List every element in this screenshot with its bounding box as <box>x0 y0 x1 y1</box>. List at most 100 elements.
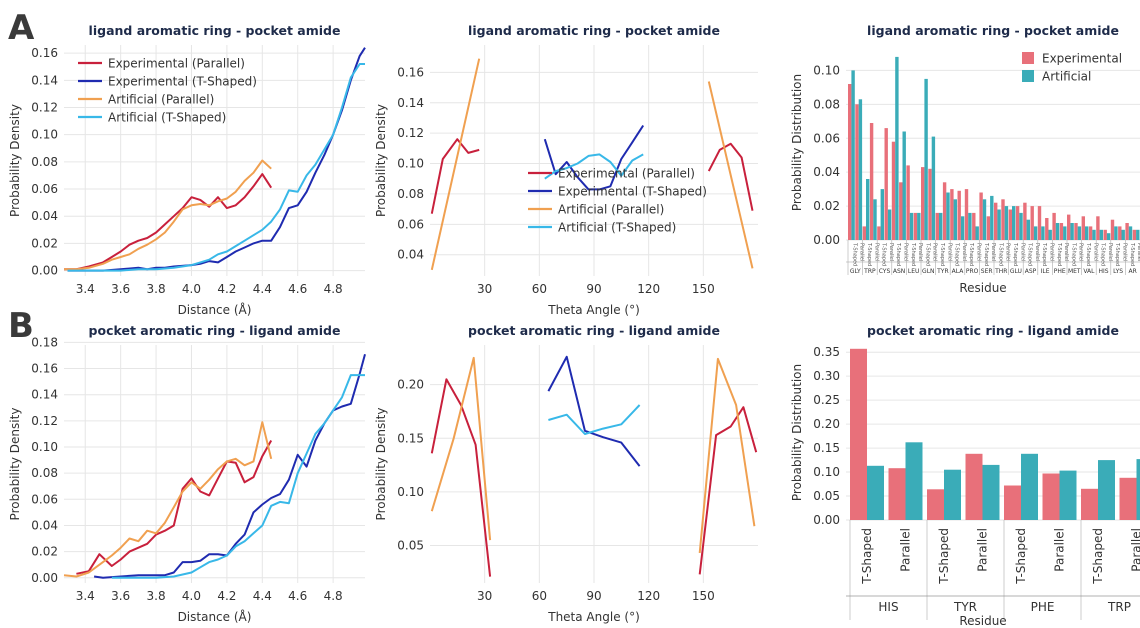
category-label: T-Shaped <box>1027 242 1033 266</box>
bar <box>1030 206 1034 240</box>
bar <box>913 212 918 240</box>
chart-title: ligand aromatic ring - pocket amide <box>867 23 1119 38</box>
series-line-1 <box>93 353 366 579</box>
category-label: Parallel <box>1092 243 1098 261</box>
bar <box>1119 477 1137 520</box>
category-label: T-Shaped <box>1070 242 1076 266</box>
series-line-0 <box>76 440 273 575</box>
bar <box>1098 460 1115 520</box>
bar <box>1106 233 1111 240</box>
residue-label: AR <box>1129 268 1137 275</box>
category-label: T-Shaped <box>1014 528 1028 585</box>
y-tick-label: 0.00 <box>813 233 840 247</box>
bar <box>858 99 863 240</box>
x-tick-label: 120 <box>637 589 660 603</box>
series-line-3 <box>544 153 644 180</box>
legend-label: Artificial <box>1042 70 1091 84</box>
y-axis-label: Probability Density <box>374 408 388 521</box>
x-tick-label: 4.2 <box>217 589 236 603</box>
bar <box>997 209 1001 240</box>
chart-2: ligand aromatic ring - pocket amide 0.00 0… <box>790 23 1140 295</box>
bar <box>1103 229 1107 240</box>
category-label: T-Shaped <box>1129 242 1135 266</box>
residue-label: GLU <box>1010 268 1022 275</box>
x-axis-label: Residue <box>959 614 1006 628</box>
bar <box>968 212 972 240</box>
y-tick-label: 0.00 <box>31 264 58 278</box>
bar <box>909 212 914 240</box>
bar <box>935 212 939 240</box>
x-tick-label: 60 <box>532 282 547 296</box>
residue-label: PRO <box>966 268 979 275</box>
category-label: Parallel <box>990 243 996 261</box>
x-axis-label: Residue <box>959 281 1006 295</box>
y-tick-label: 0.14 <box>31 388 58 402</box>
x-tick-label: 90 <box>586 589 601 603</box>
bar <box>946 192 950 240</box>
x-tick-label: 30 <box>477 589 492 603</box>
bar <box>928 168 932 240</box>
bar <box>972 212 976 240</box>
series-line-0 <box>64 173 273 271</box>
bar <box>1023 202 1027 240</box>
category-label: T-Shaped <box>983 242 989 266</box>
bar <box>982 199 987 240</box>
residue-label: ASN <box>893 268 905 275</box>
category-label: T-Shaped <box>851 242 857 266</box>
category-label: T-Shaped <box>924 242 930 266</box>
panel-label-b: B <box>8 306 34 346</box>
bar <box>975 226 979 240</box>
series-line-2 <box>63 421 273 578</box>
bar <box>1085 226 1089 240</box>
category-label: Parallel <box>899 528 913 572</box>
residue-label: ALA <box>952 268 965 275</box>
category-label: T-Shaped <box>1056 242 1062 266</box>
category-label: Parallel <box>888 243 894 261</box>
bar <box>851 70 855 241</box>
bar <box>1063 226 1067 240</box>
y-tick-label: 0.04 <box>31 518 58 532</box>
x-tick-label: 4.6 <box>288 589 307 603</box>
bar <box>1125 223 1129 240</box>
residue-label: PHE <box>1031 600 1055 614</box>
x-tick-label: 4.8 <box>324 589 343 603</box>
category-label: Parallel <box>1049 243 1055 261</box>
bar <box>869 123 874 240</box>
legend-label: Artificial (Parallel) <box>108 93 214 107</box>
y-axis-label: Probability Density <box>8 104 22 217</box>
residue-label: ASP <box>1025 268 1037 275</box>
legend-label: Artificial (T-Shaped) <box>558 221 676 235</box>
bar <box>1015 206 1020 240</box>
bar <box>1042 473 1060 520</box>
x-tick-label: 120 <box>637 282 660 296</box>
bar <box>891 141 896 240</box>
bar <box>1099 229 1103 240</box>
category-label: Parallel <box>873 243 879 261</box>
bar <box>1004 485 1021 520</box>
residue-label: MET <box>1068 268 1081 275</box>
y-tick-label: 0.08 <box>397 187 424 201</box>
series-line-2 <box>64 159 272 271</box>
category-label: Parallel <box>976 528 990 572</box>
category-label: T-Shaped <box>881 242 887 266</box>
bar <box>1121 229 1125 240</box>
y-tick-label: 0.04 <box>31 209 58 223</box>
bar <box>1059 223 1064 240</box>
category-label: Parallel <box>1078 243 1084 261</box>
residue-label: PHE <box>1054 268 1066 275</box>
bar <box>917 212 921 240</box>
y-tick-label: 0.08 <box>813 97 840 111</box>
category-label: Parallel <box>1005 243 1011 261</box>
category-label: T-Shaped <box>895 242 901 266</box>
bar <box>1092 229 1096 240</box>
bar <box>1012 206 1016 240</box>
bar <box>888 468 906 520</box>
series-line-3 <box>548 404 641 435</box>
residue-label: LYS <box>1113 268 1123 275</box>
y-axis-label: Probability Distribution <box>790 74 804 211</box>
bar <box>1008 209 1012 240</box>
residue-label: THR <box>994 268 1007 275</box>
series-line-0 <box>430 138 480 214</box>
category-label: Parallel <box>946 243 952 261</box>
y-tick-label: 0.02 <box>813 199 840 213</box>
